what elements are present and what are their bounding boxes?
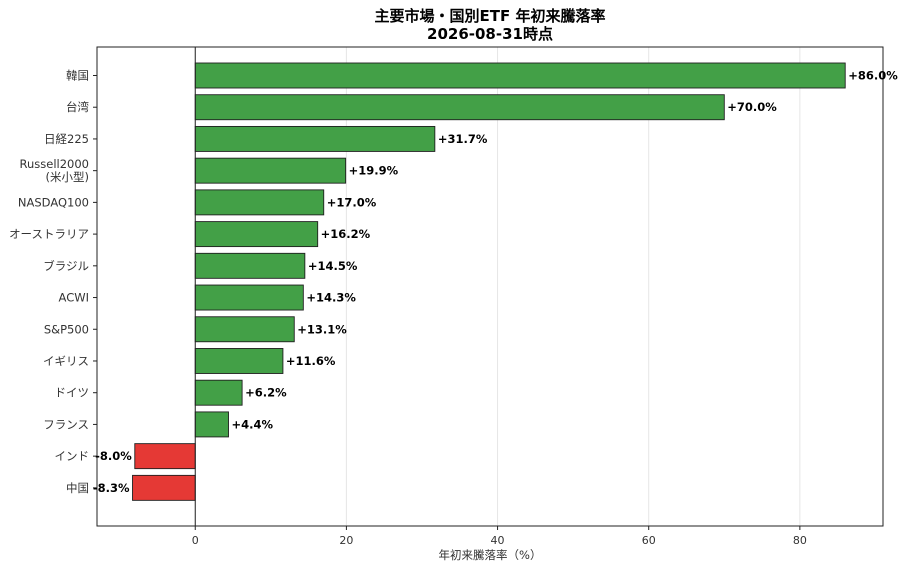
data-label: +4.4%: [232, 417, 274, 431]
data-label: -8.0%: [95, 449, 132, 463]
bar: [134, 443, 196, 470]
bar: [194, 189, 325, 216]
bar: [194, 157, 347, 184]
chart-subtitle: 2026-08-31時点: [427, 25, 553, 43]
category-label: ブラジル: [43, 259, 89, 273]
bar: [194, 411, 229, 438]
bar: [194, 252, 306, 279]
chart-title: 主要市場・国別ETF 年初来騰落率: [375, 7, 606, 25]
data-label: +6.2%: [245, 386, 287, 400]
bar: [194, 316, 295, 343]
data-label: -8.3%: [93, 481, 130, 495]
category-label: 台湾: [66, 100, 89, 114]
bar: [194, 94, 725, 121]
bar: [194, 125, 436, 152]
category-label: 韓国: [66, 69, 89, 83]
category-label: 日経225: [44, 132, 89, 146]
bar: [194, 284, 304, 311]
category-label: NASDAQ100: [18, 195, 89, 209]
x-tick-labels: 0 20 40 60 80: [192, 526, 807, 547]
x-tick-label: 60: [642, 534, 656, 547]
x-tick-label: 20: [339, 534, 353, 547]
x-tick-label: 40: [491, 534, 505, 547]
category-label: 中国: [66, 481, 89, 495]
plot-area-frame: [96, 46, 884, 527]
data-label: +13.1%: [297, 322, 347, 336]
bar: [194, 221, 319, 248]
data-label: +14.5%: [308, 259, 358, 273]
data-label: +19.9%: [349, 164, 399, 178]
category-label: インド: [55, 449, 90, 463]
category-label: S&P500: [44, 322, 89, 336]
category-label: Russell2000 (米小型): [20, 157, 89, 184]
data-label: +14.3%: [306, 291, 356, 305]
bar: [194, 379, 243, 406]
data-label: +11.6%: [286, 354, 336, 368]
category-label: ドイツ: [55, 386, 90, 400]
data-label: +17.0%: [327, 195, 377, 209]
x-tick-label: 0: [192, 534, 199, 547]
x-axis-label: 年初来騰落率（%）: [439, 548, 542, 562]
bar: [194, 62, 846, 89]
category-label: オーストラリア: [9, 227, 89, 241]
data-label: +31.7%: [438, 132, 488, 146]
category-label: イギリス: [43, 354, 89, 368]
data-label: +86.0%: [848, 69, 898, 83]
data-label: +16.2%: [321, 227, 371, 241]
category-label: フランス: [43, 417, 89, 431]
bars: [132, 62, 846, 501]
x-tick-label: 80: [793, 534, 807, 547]
bar: [132, 474, 196, 501]
category-label: ACWI: [59, 291, 89, 305]
bar: [194, 348, 284, 374]
data-labels: +86.0% +70.0% +31.7% +19.9% +17.0% +16.2% +14.…: [93, 69, 898, 495]
data-label: +70.0%: [727, 100, 777, 114]
